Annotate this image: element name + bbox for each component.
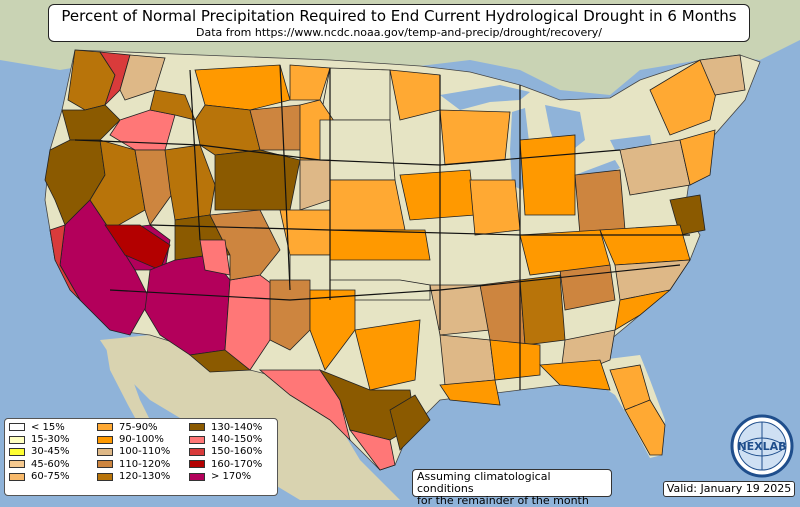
lake-superior xyxy=(440,85,530,110)
legend-swatch xyxy=(97,472,113,481)
legend-label: > 170% xyxy=(211,471,252,483)
legend-item: 45-60% xyxy=(9,458,70,470)
legend-item: 60-75% xyxy=(9,471,70,483)
svg-text:NEXLAB: NEXLAB xyxy=(737,440,786,453)
legend-item: 140-150% xyxy=(189,433,262,445)
legend-swatch xyxy=(9,472,25,481)
legend-label: 15-30% xyxy=(31,434,70,446)
legend-item: 160-170% xyxy=(189,458,262,470)
legend-swatch xyxy=(97,435,113,444)
legend-swatch xyxy=(97,460,113,469)
legend-label: 45-60% xyxy=(31,458,70,470)
map-subtitle: Data from https://www.ncdc.noaa.gov/temp… xyxy=(196,26,602,39)
legend-swatch xyxy=(189,423,205,432)
legend-label: 30-45% xyxy=(31,446,70,458)
legend-item: 75-90% xyxy=(97,421,170,433)
legend-label: 90-100% xyxy=(119,434,164,446)
legend-swatch xyxy=(9,460,25,469)
legend-item: 100-110% xyxy=(97,446,170,458)
legend-label: 120-130% xyxy=(119,471,171,483)
legend-swatch xyxy=(97,447,113,456)
legend-item: 130-140% xyxy=(189,421,262,433)
title-box: Percent of Normal Precipitation Required… xyxy=(48,4,750,42)
legend-item: 110-120% xyxy=(97,458,170,470)
legend-label: < 15% xyxy=(31,421,65,433)
nexlab-logo: NEXLAB xyxy=(730,414,794,478)
note-line-1: Assuming climatological conditions xyxy=(417,470,551,495)
legend-label: 100-110% xyxy=(119,446,171,458)
legend-item: 90-100% xyxy=(97,433,170,445)
legend-item: < 15% xyxy=(9,421,70,433)
legend-label: 130-140% xyxy=(211,421,263,433)
legend-swatch xyxy=(9,447,25,456)
legend-label: 60-75% xyxy=(31,471,70,483)
mexico-land xyxy=(100,335,400,500)
legend-swatch xyxy=(97,423,113,432)
assumption-note: Assuming climatological conditions for t… xyxy=(412,469,612,507)
map-title: Percent of Normal Precipitation Required… xyxy=(61,7,737,25)
legend-label: 140-150% xyxy=(211,434,263,446)
valid-date: Valid: January 19 2025 xyxy=(663,481,795,497)
legend-label: 150-160% xyxy=(211,446,263,458)
legend-swatch xyxy=(9,435,25,444)
legend-swatch xyxy=(189,472,205,481)
legend-swatch xyxy=(189,447,205,456)
note-line-2: for the remainder of the month xyxy=(417,494,589,507)
legend-swatch xyxy=(189,435,205,444)
legend-item: 15-30% xyxy=(9,433,70,445)
legend-item: 30-45% xyxy=(9,446,70,458)
legend-item: 120-130% xyxy=(97,471,170,483)
legend-label: 110-120% xyxy=(119,458,171,470)
state-lines xyxy=(74,64,690,390)
legend-item: > 170% xyxy=(189,471,262,483)
legend: < 15% 15-30% 30-45% 45-60% 60-75% 75-90%… xyxy=(4,418,278,496)
legend-item: 150-160% xyxy=(189,446,262,458)
legend-swatch xyxy=(189,460,205,469)
legend-swatch xyxy=(9,423,25,432)
legend-label: 75-90% xyxy=(119,421,158,433)
legend-label: 160-170% xyxy=(211,458,263,470)
